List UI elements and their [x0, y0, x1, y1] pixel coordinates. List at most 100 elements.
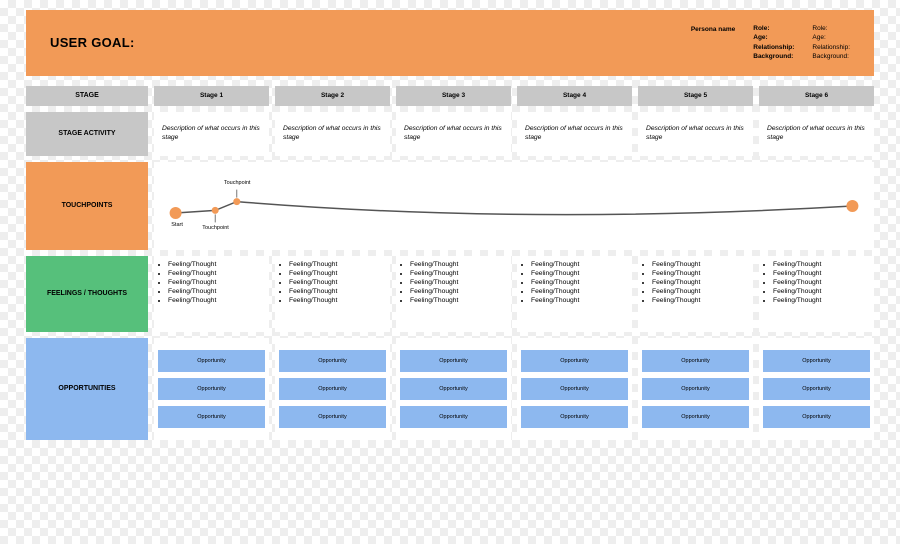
stage-columns: Stage 1 Stage 2 Stage 3 Stage 4 Stage 5 Stage… [154, 86, 874, 106]
stage-activity-1: Description of what occurs in this stage [154, 112, 269, 156]
user-goal-title: USER GOAL: [50, 35, 135, 50]
touchpoints-line-chart [154, 162, 874, 250]
stage-header-4: Stage 4 [517, 86, 632, 106]
row-opportunities: OPPORTUNITIES OpportunityOpportunityOppo… [26, 338, 874, 440]
feelings-2: Feeling/ThoughtFeeling/ThoughtFeeling/Th… [275, 256, 390, 332]
touchpoint-dot [170, 207, 182, 219]
feeling-item: Feeling/Thought [289, 287, 386, 296]
feeling-item: Feeling/Thought [168, 287, 265, 296]
opportunity-card[interactable]: Opportunity [158, 406, 265, 428]
stage-activity-6: Description of what occurs in this stage [759, 112, 874, 156]
stage-activity-4: Description of what occurs in this stage [517, 112, 632, 156]
opportunity-card[interactable]: Opportunity [158, 350, 265, 372]
feeling-item: Feeling/Thought [773, 287, 870, 296]
rowlabel-stage: STAGE [26, 86, 148, 106]
opportunity-card[interactable]: Opportunity [521, 350, 628, 372]
opportunity-card[interactable]: Opportunity [763, 378, 870, 400]
feeling-item: Feeling/Thought [410, 287, 507, 296]
persona-field-values: Role: Age: Relationship: Background: [812, 24, 850, 62]
feeling-item: Feeling/Thought [652, 278, 749, 287]
opportunity-card[interactable]: Opportunity [279, 350, 386, 372]
rowlabel-touchpoints: TOUCHPOINTS [26, 162, 148, 250]
persona-role-value: Role: [812, 24, 850, 33]
opportunity-card[interactable]: Opportunity [642, 378, 749, 400]
feeling-item: Feeling/Thought [289, 296, 386, 305]
stage-activity-3: Description of what occurs in this stage [396, 112, 511, 156]
persona-field-labels: Role: Age: Relationship: Background: [753, 24, 794, 62]
rowlabel-opportunities: OPPORTUNITIES [26, 338, 148, 440]
journey-map: STAGE Stage 1Stage 2Stage 3Stage 4Stage … [26, 86, 874, 440]
persona-bg-label: Background: [753, 52, 794, 61]
feelings-1: Feeling/ThoughtFeeling/ThoughtFeeling/Th… [154, 256, 269, 332]
feeling-item: Feeling/Thought [652, 269, 749, 278]
rowlabel-feelings: FEELINGS / THOUGHTS [26, 256, 148, 332]
touchpoint-label-below: Touchpoint [202, 225, 229, 231]
persona-name: Persona name [691, 25, 735, 34]
persona-role-label: Role: [753, 24, 794, 33]
feeling-item: Feeling/Thought [410, 296, 507, 305]
feeling-item: Feeling/Thought [773, 296, 870, 305]
touchpoints-canvas: Start Touchpoint Touchpoint [154, 162, 874, 250]
stage-header-6: Stage 6 [759, 86, 874, 106]
feelings-4: Feeling/ThoughtFeeling/ThoughtFeeling/Th… [517, 256, 632, 332]
row-activity: STAGE ACTIVITY Description of what occur… [26, 112, 874, 156]
stage-header-5: Stage 5 [638, 86, 753, 106]
header-bar: USER GOAL: Persona name Role: Age: Relat… [26, 10, 874, 76]
feeling-item: Feeling/Thought [531, 260, 628, 269]
opportunity-card[interactable]: Opportunity [763, 406, 870, 428]
touchpoint-curve [176, 201, 853, 214]
feelings-5: Feeling/ThoughtFeeling/ThoughtFeeling/Th… [638, 256, 753, 332]
touchpoint-dot [233, 198, 240, 205]
opportunity-card[interactable]: Opportunity [521, 378, 628, 400]
persona-age-value: Age: [812, 33, 850, 42]
feelings-6: Feeling/ThoughtFeeling/ThoughtFeeling/Th… [759, 256, 874, 332]
persona-bg-value: Background: [812, 52, 850, 61]
opportunity-card[interactable]: Opportunity [279, 406, 386, 428]
opportunities-3: Opportunity Opportunity Opportunity [396, 338, 511, 440]
feeling-item: Feeling/Thought [410, 278, 507, 287]
feeling-item: Feeling/Thought [168, 260, 265, 269]
touchpoint-label-start: Start [171, 222, 183, 228]
feeling-item: Feeling/Thought [410, 269, 507, 278]
feeling-item: Feeling/Thought [289, 269, 386, 278]
persona-rel-value: Relationship: [812, 43, 850, 52]
rowlabel-activity: STAGE ACTIVITY [26, 112, 148, 156]
opportunities-5: Opportunity Opportunity Opportunity [638, 338, 753, 440]
opportunity-card[interactable]: Opportunity [642, 350, 749, 372]
opportunity-card[interactable]: Opportunity [400, 406, 507, 428]
opportunity-card[interactable]: Opportunity [400, 378, 507, 400]
opportunity-columns: OpportunityOpportunityOpportunityOpportu… [154, 338, 874, 440]
opportunities-4: Opportunity Opportunity Opportunity [517, 338, 632, 440]
stage-header-2: Stage 2 [275, 86, 390, 106]
feeling-item: Feeling/Thought [652, 287, 749, 296]
feeling-item: Feeling/Thought [168, 278, 265, 287]
feeling-item: Feeling/Thought [531, 278, 628, 287]
opportunities-1: Opportunity Opportunity Opportunity [154, 338, 269, 440]
feeling-item: Feeling/Thought [652, 260, 749, 269]
stage-activity-2: Description of what occurs in this stage [275, 112, 390, 156]
opportunity-card[interactable]: Opportunity [642, 406, 749, 428]
feeling-item: Feeling/Thought [531, 296, 628, 305]
feeling-item: Feeling/Thought [168, 296, 265, 305]
touchpoint-label-above: Touchpoint [224, 180, 251, 186]
opportunities-2: Opportunity Opportunity Opportunity [275, 338, 390, 440]
stage-header-3: Stage 3 [396, 86, 511, 106]
stage-activity-5: Description of what occurs in this stage [638, 112, 753, 156]
persona-rel-label: Relationship: [753, 43, 794, 52]
feelings-columns: Feeling/ThoughtFeeling/ThoughtFeeling/Th… [154, 256, 874, 332]
opportunity-card[interactable]: Opportunity [521, 406, 628, 428]
opportunity-card[interactable]: Opportunity [763, 350, 870, 372]
feeling-item: Feeling/Thought [773, 269, 870, 278]
opportunity-card[interactable]: Opportunity [400, 350, 507, 372]
feeling-item: Feeling/Thought [289, 278, 386, 287]
persona-age-label: Age: [753, 33, 794, 42]
feeling-item: Feeling/Thought [168, 269, 265, 278]
persona-block: Persona name Role: Age: Relationship: Ba… [691, 24, 850, 62]
feeling-item: Feeling/Thought [531, 287, 628, 296]
opportunities-6: Opportunity Opportunity Opportunity [759, 338, 874, 440]
feeling-item: Feeling/Thought [410, 260, 507, 269]
opportunity-card[interactable]: Opportunity [279, 378, 386, 400]
opportunity-card[interactable]: Opportunity [158, 378, 265, 400]
feeling-item: Feeling/Thought [652, 296, 749, 305]
stage-header-1: Stage 1 [154, 86, 269, 106]
